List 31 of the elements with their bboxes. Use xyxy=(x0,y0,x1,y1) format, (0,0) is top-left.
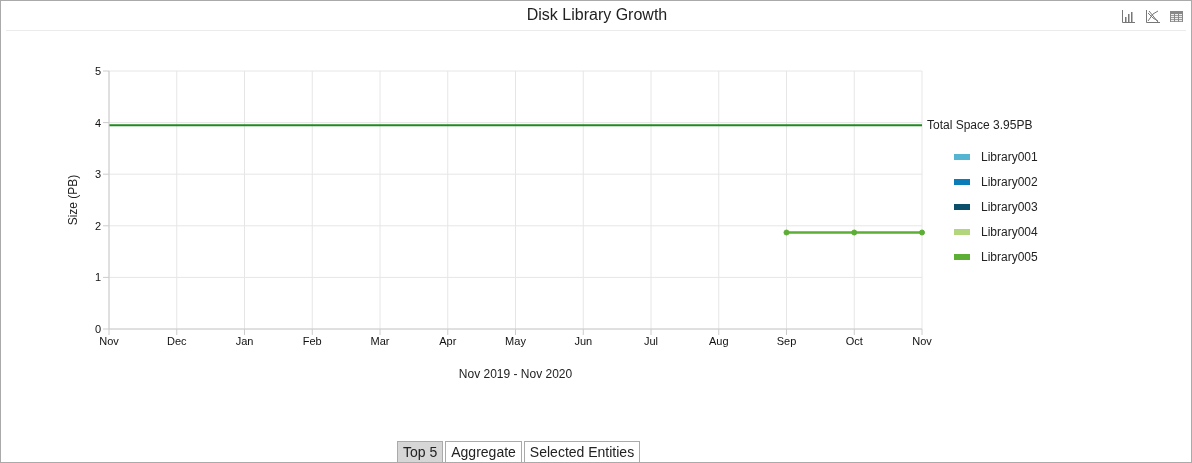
ref-line-label: Total Space 3.95PB xyxy=(927,118,1033,133)
x-tick-label: Aug xyxy=(708,334,729,347)
x-tick-label: Nov xyxy=(99,334,120,347)
legend-label: Library002 xyxy=(981,174,1038,189)
x-axis-title: Nov 2019 - Nov 2020 xyxy=(458,367,573,381)
x-tick-label: Dec xyxy=(166,334,188,347)
x-tick-label: Jun xyxy=(574,334,593,347)
legend-label: Library004 xyxy=(981,224,1038,239)
x-tick-label: Sep xyxy=(776,334,797,347)
y-tick-label: 0 xyxy=(94,322,101,335)
x-tick-label: Mar xyxy=(370,334,390,347)
text: Selected Entities xyxy=(523,441,641,463)
y-tick-label: 1 xyxy=(94,271,101,284)
text: Aggregate xyxy=(445,441,522,463)
y-tick-label: 4 xyxy=(94,116,101,129)
y-tick-label: 5 xyxy=(94,64,101,77)
legend-label: Library001 xyxy=(981,149,1038,164)
y-tick-label: 2 xyxy=(94,219,101,232)
text: Top 5 xyxy=(397,441,444,463)
legend-label: Library005 xyxy=(981,249,1038,264)
chart-title: Disk Library Growth xyxy=(525,6,669,24)
x-tick-label: Nov xyxy=(912,334,933,347)
x-tick-label: Apr xyxy=(439,334,457,347)
y-axis-title: Size (PB) xyxy=(66,174,80,226)
x-tick-label: Oct xyxy=(845,334,863,347)
x-tick-label: Jul xyxy=(643,334,659,347)
x-tick-label: Feb xyxy=(302,334,322,347)
x-tick-label: May xyxy=(505,334,527,347)
x-tick-label: Jan xyxy=(235,334,254,347)
y-tick-label: 3 xyxy=(94,168,101,181)
legend-label: Library003 xyxy=(981,199,1038,214)
